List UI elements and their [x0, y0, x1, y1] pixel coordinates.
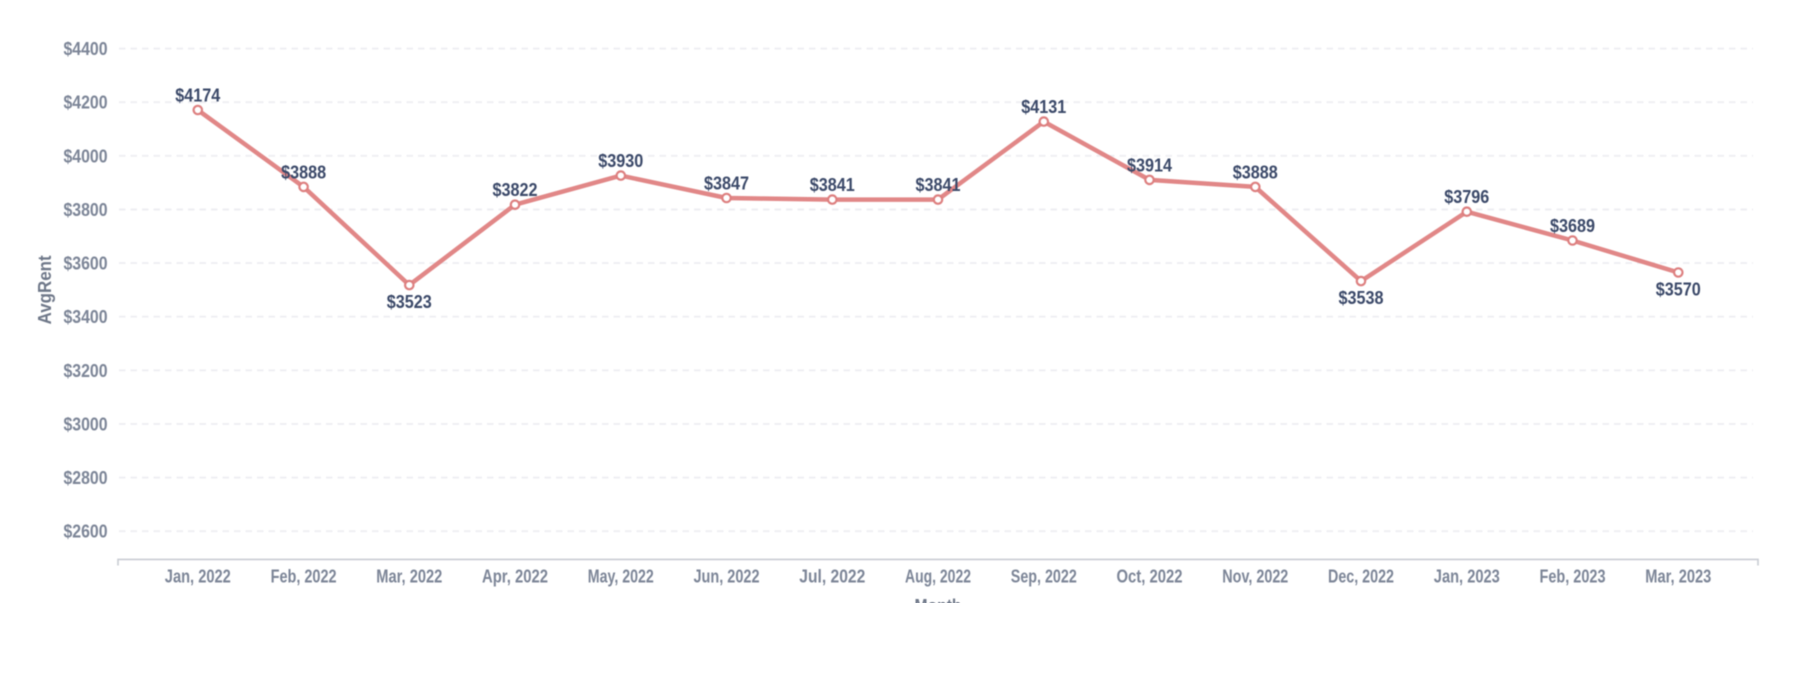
svg-text:$3689: $3689 — [1550, 216, 1595, 236]
svg-text:Sep, 2022: Sep, 2022 — [1011, 566, 1077, 586]
svg-text:$2600: $2600 — [64, 522, 108, 542]
svg-text:May, 2022: May, 2022 — [588, 566, 654, 586]
svg-text:AvgRent: AvgRent — [35, 255, 55, 324]
svg-text:$3822: $3822 — [493, 180, 538, 200]
svg-text:$3000: $3000 — [64, 414, 108, 434]
svg-text:$4400: $4400 — [64, 39, 108, 59]
svg-text:Jan, 2022: Jan, 2022 — [165, 566, 231, 586]
svg-text:Mar, 2022: Mar, 2022 — [376, 566, 442, 586]
svg-text:Aug, 2022: Aug, 2022 — [905, 566, 971, 586]
svg-text:Dec, 2022: Dec, 2022 — [1328, 566, 1394, 586]
svg-text:$4000: $4000 — [64, 146, 108, 166]
svg-text:Jan, 2023: Jan, 2023 — [1434, 566, 1500, 586]
svg-text:$3841: $3841 — [916, 175, 961, 195]
svg-text:$3538: $3538 — [1339, 288, 1384, 308]
svg-text:$4200: $4200 — [64, 93, 108, 113]
svg-text:Month: Month — [915, 596, 962, 603]
svg-text:Feb, 2022: Feb, 2022 — [271, 566, 337, 586]
svg-text:$4131: $4131 — [1021, 97, 1066, 117]
svg-text:$2800: $2800 — [64, 468, 108, 488]
svg-text:$3600: $3600 — [64, 254, 108, 274]
svg-text:$3523: $3523 — [387, 292, 432, 312]
svg-text:$3796: $3796 — [1444, 187, 1489, 207]
svg-text:$4174: $4174 — [175, 86, 220, 106]
svg-text:$3570: $3570 — [1656, 280, 1701, 300]
svg-text:Nov, 2022: Nov, 2022 — [1222, 566, 1288, 586]
svg-text:$3914: $3914 — [1127, 155, 1172, 175]
svg-text:$3200: $3200 — [64, 361, 108, 381]
svg-text:$3888: $3888 — [1233, 162, 1278, 182]
svg-text:Jul, 2022: Jul, 2022 — [799, 566, 865, 586]
svg-text:$3800: $3800 — [64, 200, 108, 220]
svg-text:$3847: $3847 — [704, 174, 749, 194]
svg-text:Oct, 2022: Oct, 2022 — [1117, 566, 1183, 586]
svg-text:$3400: $3400 — [64, 307, 108, 327]
svg-text:$3888: $3888 — [281, 162, 326, 182]
svg-text:$3841: $3841 — [810, 175, 855, 195]
svg-text:Apr, 2022: Apr, 2022 — [482, 566, 548, 586]
svg-text:Jun, 2022: Jun, 2022 — [694, 566, 760, 586]
svg-text:Mar, 2023: Mar, 2023 — [1645, 566, 1711, 586]
svg-text:Feb, 2023: Feb, 2023 — [1540, 566, 1606, 586]
svg-text:$3930: $3930 — [598, 151, 643, 171]
